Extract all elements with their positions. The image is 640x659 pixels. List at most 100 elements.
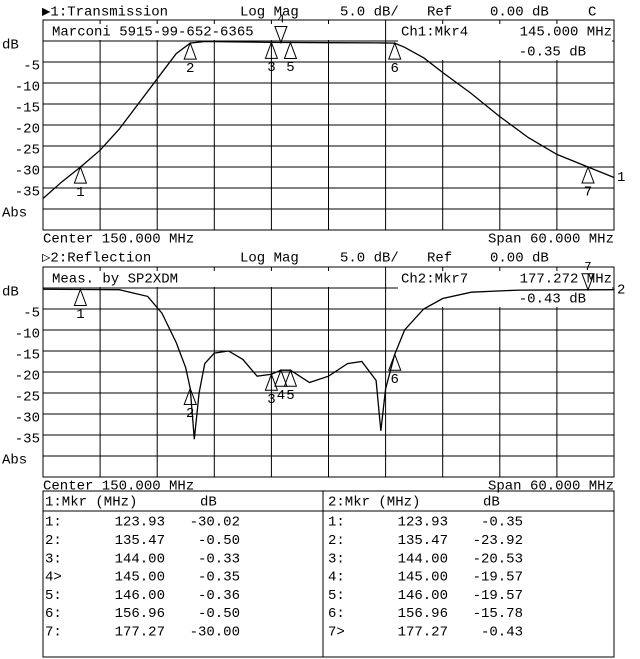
marker-label: 6 [391, 372, 399, 388]
row-index: 2: [45, 533, 62, 549]
row-db: -0.43 [481, 625, 523, 641]
marker [264, 372, 279, 391]
row-index: 1: [45, 515, 62, 531]
row-db: -0.36 [198, 588, 240, 604]
y-tick-label: Abs [2, 453, 27, 469]
row-db: -19.57 [473, 588, 523, 604]
row-index: 2: [328, 533, 345, 549]
row-freq: 177.27 [398, 625, 448, 641]
y-tick-label: dB [2, 38, 19, 54]
table-header: dB [200, 495, 217, 511]
marker-label: 5 [286, 388, 294, 404]
row-freq: 135.47 [115, 533, 165, 549]
marker [264, 40, 279, 59]
y-tick-label: -10 [15, 327, 40, 343]
row-freq: 144.00 [398, 551, 448, 567]
table-header: 2:Mkr (MHz) [328, 495, 420, 511]
y-tick-label: -25 [15, 143, 40, 159]
y-tick-label: -30 [15, 164, 40, 180]
table-header: 1:Mkr (MHz) [45, 495, 137, 511]
channel-label: 2 [617, 282, 625, 298]
channel-label: 1 [617, 170, 625, 186]
y-tick-label: -20 [15, 369, 40, 385]
marker [581, 273, 595, 292]
marker-label: 6 [391, 61, 399, 77]
marker-label: 7 [584, 185, 592, 201]
row-freq: 123.93 [115, 515, 165, 531]
row-freq: 156.96 [115, 606, 165, 622]
row-freq: 123.93 [398, 515, 448, 531]
ref-value: 0.00 dB [490, 5, 549, 21]
row-freq: 156.96 [398, 606, 448, 622]
marker [183, 387, 197, 405]
marker-label: 1 [76, 307, 84, 323]
row-index: 6: [45, 606, 62, 622]
row-db: -0.35 [481, 515, 523, 531]
table-header: dB [483, 495, 500, 511]
y-tick-label: -20 [15, 122, 40, 138]
row-db: -0.50 [198, 606, 240, 622]
row-db: -20.53 [473, 551, 523, 567]
row-db: -15.78 [473, 606, 523, 622]
row-freq: 144.00 [115, 551, 165, 567]
marker-label: 4 [277, 13, 284, 27]
annotation: Marconi 5915-99-652-6365 [52, 25, 254, 41]
active-value: -0.35 dB [519, 45, 586, 61]
y-tick-label: -35 [15, 432, 40, 448]
active-value: -0.43 dB [519, 292, 586, 308]
row-db: -0.35 [198, 570, 240, 586]
annotation-bg [48, 24, 348, 40]
annotation-bg [48, 271, 348, 287]
marker-label: 3 [267, 392, 275, 408]
row-db: -0.50 [198, 533, 240, 549]
marker [283, 368, 298, 387]
row-index: 1: [328, 515, 345, 531]
row-freq: 146.00 [398, 588, 448, 604]
marker [388, 352, 402, 371]
row-index: 5: [45, 588, 62, 604]
y-tick-label: -30 [15, 411, 40, 427]
active-bg [398, 24, 612, 60]
y-tick-label: dB [2, 285, 19, 301]
span: Span 60.000 MHz [488, 479, 614, 495]
flag: C [588, 5, 596, 21]
row-index: 6: [328, 606, 345, 622]
channel-title: ▷2:Reflection [42, 251, 151, 267]
marker [388, 41, 402, 60]
active-marker: Ch1:Mkr4 [401, 25, 468, 41]
active-marker: Ch2:Mkr7 [401, 272, 468, 288]
annotation: Meas. by SP2XDM [52, 272, 178, 288]
marker-label: 3 [267, 60, 275, 76]
row-index: 4: [328, 570, 345, 586]
row-freq: 146.00 [115, 588, 165, 604]
row-freq: 145.00 [398, 570, 448, 586]
row-index: 3: [45, 551, 62, 567]
marker-label: 7 [584, 260, 591, 274]
marker [274, 368, 288, 387]
active-bg [398, 271, 612, 307]
row-freq: 177.27 [115, 625, 165, 641]
ref-label: Ref [427, 5, 452, 21]
format: Log Mag [240, 251, 299, 267]
y-tick-label: -25 [15, 390, 40, 406]
marker [183, 41, 197, 60]
marker-label: 2 [186, 406, 194, 422]
scale: 5.0 dB/ [340, 251, 399, 267]
y-tick-label: -35 [15, 185, 40, 201]
scale: 5.0 dB/ [340, 5, 399, 21]
marker-label: 4 [277, 388, 285, 404]
row-index: 7: [45, 625, 62, 641]
y-tick-label: -5 [23, 59, 40, 75]
trace [42, 40, 615, 199]
marker-label: 5 [286, 60, 294, 76]
format: Log Mag [240, 5, 299, 21]
marker [73, 288, 88, 306]
row-db: -19.57 [473, 570, 523, 586]
center: Center 150.000 MHz [43, 479, 194, 495]
marker [73, 165, 88, 184]
y-tick-label: Abs [2, 206, 27, 222]
marker [581, 165, 595, 184]
channel-title: ▶1:Transmission [42, 5, 168, 21]
row-freq: 135.47 [398, 533, 448, 549]
